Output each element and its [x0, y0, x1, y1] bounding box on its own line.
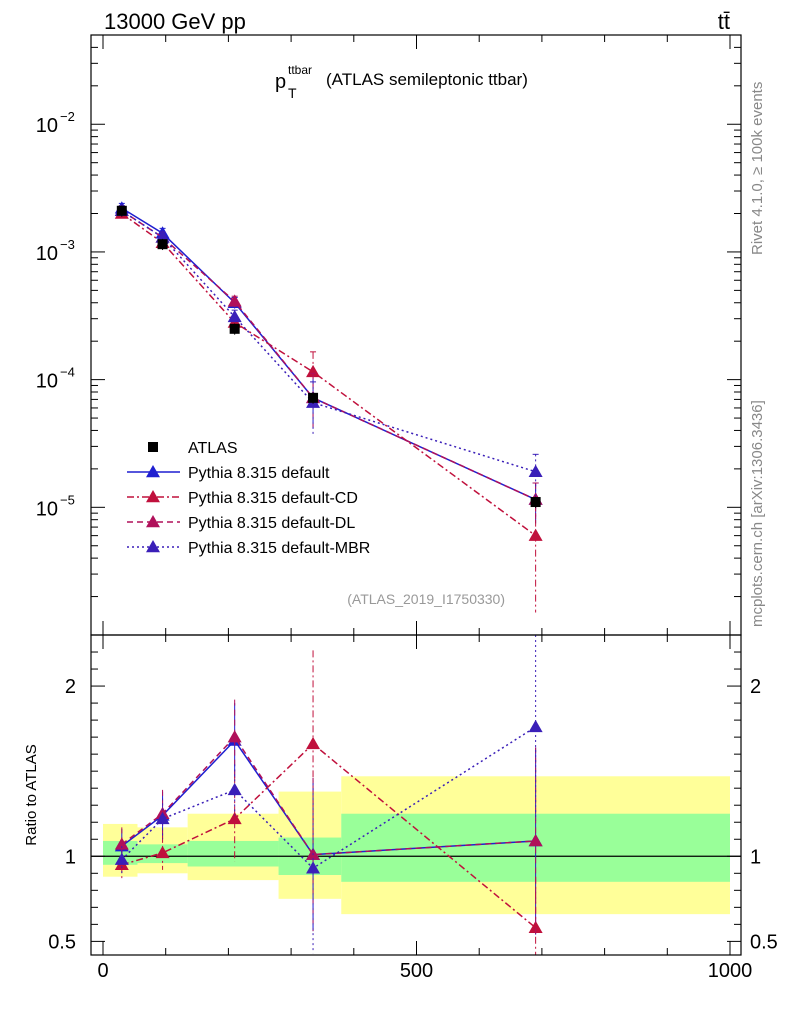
main-panel: 10−210−310−410−5 p ttbar T (ATLAS semile… — [36, 34, 742, 636]
ratio-point — [155, 845, 170, 859]
series-line — [121, 212, 537, 537]
main-ytick-label-base: 10 — [36, 371, 58, 393]
legend-marker — [146, 465, 160, 478]
legend-marker — [146, 490, 160, 503]
main-ytick-label-exp: −5 — [60, 492, 75, 507]
ratio-point — [306, 861, 321, 874]
series-4-ratio — [114, 635, 543, 954]
x-tick-label: 1000 — [708, 960, 753, 982]
ratio-point — [227, 811, 242, 825]
legend-label: Pythia 8.315 default-CD — [188, 490, 358, 507]
series-4-main — [114, 203, 543, 498]
title-superscript: ttbar — [288, 63, 312, 77]
analysis-id: (ATLAS_2019_I1750330) — [347, 591, 505, 607]
title-p: p — [275, 71, 286, 93]
series-point — [227, 309, 242, 323]
ratio-point — [528, 719, 543, 733]
series-point — [528, 464, 543, 477]
legend-marker — [146, 515, 160, 528]
ratio-band-inner — [187, 840, 279, 867]
legend-marker — [146, 540, 160, 553]
ratio-series-line — [121, 735, 536, 856]
data-point — [116, 205, 127, 216]
series-point — [306, 364, 321, 378]
x-tick-label: 500 — [400, 960, 433, 982]
x-tick-label: 0 — [97, 960, 108, 982]
title-text: (ATLAS semileptonic ttbar) — [326, 70, 528, 89]
data-point — [157, 239, 168, 250]
ratio-panel: 0.5 0.5 1 1 2 2 Ratio to ATLAS — [23, 634, 778, 956]
ratio-ytick-label: 1 — [65, 846, 76, 868]
process-label: tt̄ — [718, 9, 730, 34]
ratio-point — [114, 837, 129, 850]
ratio-point — [306, 736, 321, 750]
ratio-ytick-label-right: 2 — [750, 676, 761, 698]
ratio-ytick-label-right: 1 — [750, 846, 761, 868]
mcplots-label: mcplots.cern.ch [arXiv:1306.3436] — [749, 400, 766, 627]
legend-label: Pythia 8.315 default-MBR — [188, 540, 370, 557]
ratio-point — [528, 920, 543, 934]
main-ytick-label-base: 10 — [36, 498, 58, 520]
series-line — [121, 210, 536, 473]
series-2-ratio — [114, 650, 543, 955]
rivet-version-label: Rivet 4.1.0, ≥ 100k events — [749, 82, 766, 255]
legend-label: Pythia 8.315 default-DL — [188, 515, 355, 532]
legend-label: Pythia 8.315 default — [188, 465, 330, 482]
ratio-ytick-label: 2 — [65, 676, 76, 698]
legend-label: ATLAS — [188, 440, 238, 457]
main-ytick-label-base: 10 — [36, 115, 58, 137]
ratio-point — [227, 730, 242, 743]
data-point — [229, 323, 240, 334]
legend: ATLAS Pythia 8.315 default Pythia 8.315 de… — [127, 440, 370, 557]
series-0-main — [116, 205, 541, 508]
main-ytick-label-exp: −3 — [60, 237, 75, 252]
ratio-band-inner — [103, 840, 138, 865]
series-point — [227, 294, 242, 307]
ratio-point — [528, 833, 543, 847]
ratio-point — [155, 811, 170, 825]
ratio-ytick-label: 0.5 — [48, 931, 76, 953]
series-line — [121, 207, 536, 501]
main-ytick-label-base: 10 — [36, 243, 58, 265]
main-ytick-label-exp: −4 — [60, 365, 75, 380]
data-point — [308, 392, 319, 403]
data-point — [530, 497, 541, 508]
main-ytick-label-exp: −2 — [60, 109, 75, 124]
energy-label: 13000 GeV pp — [104, 9, 246, 34]
ratio-ytick-label-right: 0.5 — [750, 931, 778, 953]
title-subscript: T — [288, 85, 297, 101]
legend-marker — [148, 442, 158, 452]
series-point — [528, 528, 543, 541]
ratio-point — [114, 852, 129, 865]
ratio-ylabel: Ratio to ATLAS — [23, 744, 40, 845]
ratio-point — [227, 782, 242, 796]
